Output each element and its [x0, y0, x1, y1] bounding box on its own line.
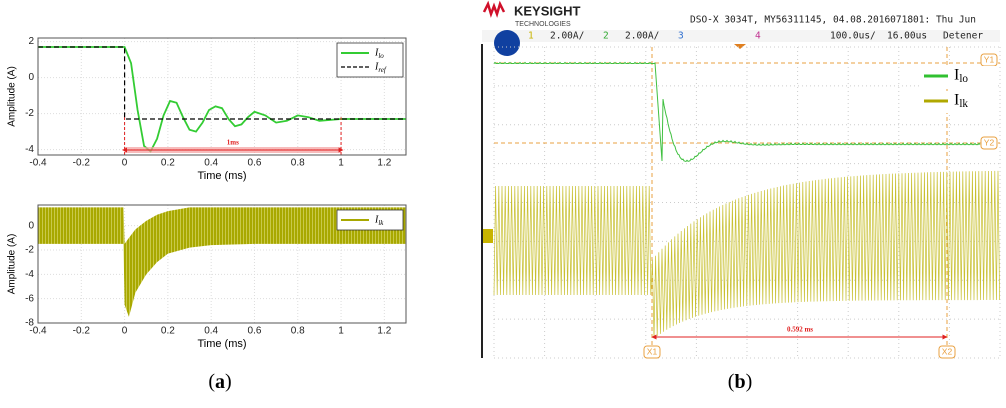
brand: KEYSIGHT — [514, 3, 581, 18]
figure: (a) (b) KEYSIGHT TECHNOLOGIES DSO-X 3034T,… — [0, 0, 1006, 403]
y-tick-label: 2 — [28, 36, 34, 47]
x-tick-label: 0.8 — [291, 158, 305, 169]
x-tick-label: 1 — [338, 158, 344, 169]
x-tick-label: -0.2 — [73, 158, 91, 169]
status: Detener — [943, 31, 983, 42]
channel-label: 3 — [678, 31, 684, 42]
timebase: 100.0us/ — [830, 31, 876, 42]
measure-label: 0.592 ms — [787, 326, 813, 334]
x-tick-label: 1 — [338, 326, 344, 337]
x-tick-label: 1.2 — [377, 326, 391, 337]
scope-header: DSO-X 3034T, MY56311145, 04.08.201607180… — [690, 15, 976, 26]
channel-label: 2.00A/ — [550, 31, 584, 42]
cursor-label: Y2 — [984, 137, 995, 147]
x-tick-label: 0.6 — [248, 326, 262, 337]
x-tick-label: -0.4 — [29, 158, 47, 169]
delay: 16.00us — [887, 31, 927, 42]
legend-box — [337, 43, 403, 77]
x-tick-label: 0 — [122, 326, 128, 337]
x-tick-label: 0.4 — [204, 326, 218, 337]
cursor-label: X2 — [942, 346, 953, 356]
y-tick-label: -4 — [25, 269, 34, 280]
brand-sub: TECHNOLOGIES — [515, 21, 571, 28]
y-tick-label: -4 — [25, 144, 34, 155]
caption: (a) — [208, 371, 231, 393]
x-axis-label: Time (ms) — [197, 170, 246, 182]
y-axis-label: Amplitude (A) — [7, 66, 18, 127]
channel-label: 1 — [528, 31, 534, 42]
y-axis-label: Amplitude (A) — [7, 234, 18, 295]
y-tick-label: -2 — [25, 245, 34, 256]
y-tick-label: -8 — [25, 318, 34, 329]
ground-marker — [483, 229, 493, 243]
x-tick-label: 0.2 — [161, 326, 175, 337]
y-tick-label: -2 — [25, 108, 34, 119]
menu-button — [494, 30, 520, 56]
x-axis-label: Time (ms) — [197, 338, 246, 350]
y-tick-label: 0 — [28, 220, 34, 231]
x-tick-label: 0.8 — [291, 326, 305, 337]
scope-background — [482, 0, 1000, 358]
x-tick-label: 0.4 — [204, 158, 218, 169]
x-tick-label: 0 — [122, 158, 128, 169]
oscilloscope: KEYSIGHT TECHNOLOGIES DSO-X 3034T, MY56311… — [482, 0, 1000, 358]
channel-label: 2.00A/ — [625, 31, 659, 42]
x-tick-label: 1.2 — [377, 158, 391, 169]
x-tick-label: -0.2 — [73, 326, 91, 337]
cursor-label: X1 — [647, 346, 658, 356]
channel-label: 2 — [603, 31, 609, 42]
x-tick-label: 0.2 — [161, 158, 175, 169]
caption: (b) — [728, 371, 752, 393]
y-tick-label: -6 — [25, 293, 34, 304]
y-tick-label: 0 — [28, 72, 34, 83]
cursor-label: Y1 — [984, 54, 995, 64]
span-label: 1ms — [227, 139, 239, 147]
x-tick-label: 0.6 — [248, 158, 262, 169]
channel-label: 4 — [755, 31, 761, 42]
